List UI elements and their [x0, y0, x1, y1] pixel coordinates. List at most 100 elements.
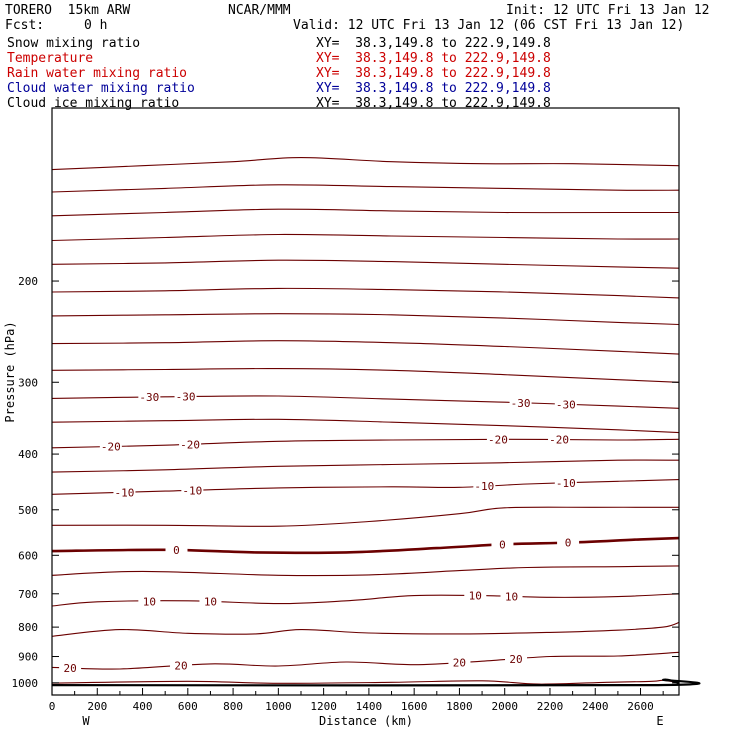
y-axis-label: Pressure (hPa)	[3, 321, 17, 422]
contour-line-9	[51, 395, 680, 409]
contour-label-bg	[113, 486, 136, 499]
y-tick-label: 900	[18, 651, 38, 664]
forecast-label: Fcst:	[5, 18, 45, 33]
contour-label-bg	[486, 433, 509, 446]
contour-label: -20	[101, 440, 121, 453]
contour-label-bg	[557, 536, 580, 549]
y-tick-label: 300	[18, 376, 38, 389]
x-left-end-label: W	[82, 714, 90, 728]
y-tick-label: 200	[18, 275, 38, 288]
contour-label-bg	[181, 484, 204, 497]
field-xy-3: XY= 38.3,149.8 to 222.9,149.8	[316, 81, 551, 96]
terrain-layer	[51, 678, 701, 687]
field-xy-2: XY= 38.3,149.8 to 222.9,149.8	[316, 66, 551, 81]
init-time: Init: 12 UTC Fri 13 Jan 12	[506, 3, 710, 18]
x-right-end-label: E	[656, 714, 663, 728]
terrain-line	[51, 678, 701, 687]
contour-line-0	[51, 157, 680, 171]
contour-label-bg	[165, 544, 188, 557]
x-tick-label: 1200	[310, 700, 337, 713]
field-xy-4: XY= 38.3,149.8 to 222.9,149.8	[316, 96, 551, 111]
contour-label-bg	[99, 440, 122, 453]
contour-label-bg	[473, 480, 496, 493]
contour-label: 10	[505, 590, 518, 603]
contour-label-bg	[138, 595, 161, 608]
x-tick-label: 2200	[537, 700, 564, 713]
field-xy-1: XY= 38.3,149.8 to 222.9,149.8	[316, 51, 551, 66]
contour-label: 0	[173, 544, 180, 557]
field-name-2: Rain water mixing ratio	[7, 66, 188, 81]
contour-label: 10	[469, 590, 482, 603]
contour-label-bg	[138, 391, 161, 404]
contour-line-15	[51, 536, 680, 555]
contour-line-6	[51, 313, 680, 326]
contour-label: -10	[474, 480, 494, 493]
field-name-3: Cloud water mixing ratio	[7, 81, 195, 96]
contour-label-bg	[59, 661, 82, 674]
contour-line-18	[51, 621, 680, 637]
contour-label: -10	[114, 486, 134, 499]
forecast-value: 0 h	[84, 18, 108, 33]
x-tick-label: 2000	[491, 700, 518, 713]
contour-label: 20	[63, 662, 76, 675]
x-axis-label: Distance (km)	[319, 714, 413, 728]
x-tick-label: 600	[178, 700, 198, 713]
contour-label-bg	[554, 476, 577, 489]
contour-line-13	[51, 479, 680, 495]
contour-label-bg	[554, 398, 577, 411]
plot-frame	[51, 107, 680, 696]
field-xy-0: XY= 38.3,149.8 to 222.9,149.8	[316, 36, 551, 51]
valid-time: Valid: 12 UTC Fri 13 Jan 12 (06 CST Fri …	[293, 18, 685, 33]
contour-label: 20	[453, 656, 466, 669]
contour-line-19	[51, 651, 680, 670]
y-tick-label: 1000	[12, 677, 39, 690]
x-tick-label: 1600	[401, 700, 428, 713]
contour-line-16	[51, 565, 680, 577]
contour-label: -10	[556, 477, 576, 490]
x-tick-label: 400	[133, 700, 153, 713]
contour-label-bg	[179, 438, 202, 451]
contour-line-14	[51, 506, 680, 527]
x-tick-label: 200	[87, 700, 107, 713]
contour-label: 20	[174, 660, 187, 673]
contour-line-8	[51, 368, 680, 383]
x-tick-label: 1400	[356, 700, 383, 713]
x-tick-label: 1000	[265, 700, 292, 713]
contour-labels: -30 -30 -30 -30 -20 -20 -20 -20 -10 -10 -10 -10 0 0 0 1…	[59, 390, 580, 675]
contour-label-bg	[548, 433, 571, 446]
contour-line-4	[51, 259, 680, 269]
contour-label-bg	[170, 659, 193, 672]
contour-label: -30	[139, 391, 159, 404]
contour-line-2	[51, 208, 679, 217]
contour-label: -10	[182, 484, 202, 497]
x-tick-label: 0	[49, 700, 56, 713]
x-tick-label: 800	[223, 700, 243, 713]
contour-label: 0	[565, 537, 572, 550]
field-name-0: Snow mixing ratio	[7, 36, 141, 51]
contour-label-bg	[199, 595, 222, 608]
contour-label-bg	[448, 656, 471, 669]
x-axis: 0 200 400 600 800 1000 1200 1400 1600 1800 2000 220…	[49, 688, 664, 713]
y-tick-label: 600	[18, 549, 38, 562]
contour-line-10	[51, 418, 680, 434]
contour-label: -20	[549, 434, 569, 447]
model-name: TORERO 15km ARW	[5, 3, 131, 18]
contour-label: -20	[488, 433, 508, 446]
contour-label: 10	[204, 596, 217, 609]
center-name: NCAR/MMM	[228, 3, 291, 18]
contour-label: 0	[499, 538, 506, 551]
contour-line-5	[51, 287, 680, 299]
field-name-4: Cloud ice mixing ratio	[7, 96, 180, 111]
contour-line-7	[51, 340, 680, 355]
contour-label: -30	[511, 397, 531, 410]
y-tick-label: 700	[18, 588, 38, 601]
contour-label-bg	[464, 589, 487, 602]
contour-label: -20	[180, 438, 200, 451]
contour-line-1	[51, 184, 680, 193]
contour-line-12	[51, 459, 680, 473]
contour-line-20	[51, 679, 680, 685]
y-tick-label: 400	[18, 448, 38, 461]
x-tick-label: 2600	[627, 700, 654, 713]
